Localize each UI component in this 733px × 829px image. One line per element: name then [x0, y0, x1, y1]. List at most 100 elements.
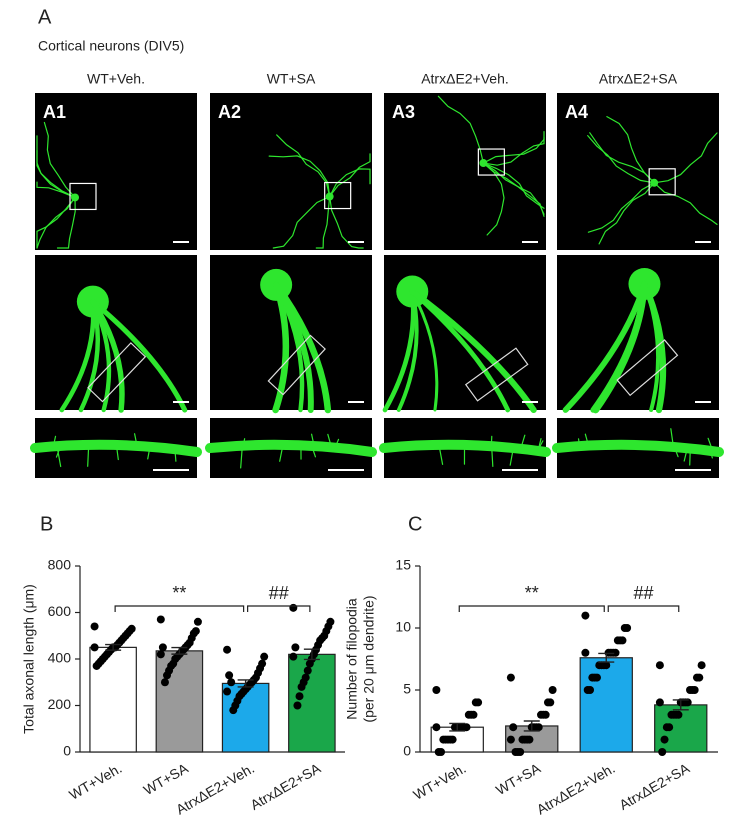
y-tick-label: 15	[395, 557, 411, 573]
y-tick-label: 0	[403, 743, 411, 759]
data-point	[506, 735, 515, 744]
filopodium	[438, 447, 444, 465]
data-point	[697, 661, 706, 670]
filopodium	[327, 433, 333, 449]
y-tick-label: 600	[48, 603, 72, 619]
filopodium	[56, 447, 62, 468]
image-panel-label: A4	[565, 102, 588, 122]
data-point	[692, 673, 701, 682]
neuron	[59, 285, 188, 413]
y-axis-label: Total axonal length (μm)	[21, 584, 37, 734]
significance-bracket	[607, 605, 680, 612]
y-axis-label: (per 20 μm dendrite)	[361, 595, 377, 722]
neurite	[329, 153, 371, 198]
data-point	[620, 624, 629, 632]
neurite	[36, 196, 76, 249]
bar	[579, 657, 633, 753]
data-point	[227, 678, 236, 687]
neuron	[36, 121, 80, 249]
neurite	[329, 195, 364, 249]
neuron	[562, 267, 667, 414]
soma	[325, 192, 334, 201]
data-point	[464, 710, 473, 719]
data-point	[543, 698, 552, 707]
filopodium	[87, 447, 90, 467]
dendrite	[90, 298, 125, 413]
data-point	[595, 661, 604, 670]
neurite	[653, 132, 718, 184]
filopodium	[116, 447, 119, 461]
neurite	[482, 162, 545, 217]
panel-label: A	[38, 6, 52, 28]
significance-bracket	[247, 605, 311, 612]
neurite	[329, 168, 371, 198]
neurite	[36, 135, 76, 199]
filopodium	[577, 438, 581, 449]
data-point	[158, 643, 167, 652]
filopodium	[670, 428, 675, 449]
soma	[650, 178, 659, 187]
column-title: WT+Veh.	[87, 71, 145, 87]
dendrite	[562, 281, 648, 413]
neuron	[382, 275, 537, 414]
bar	[155, 650, 204, 753]
data-point	[667, 710, 676, 719]
filopodium	[538, 440, 544, 449]
data-point	[260, 652, 269, 661]
x-tick-label: AtrxΔE2+SA	[616, 760, 692, 813]
significance-label: ##	[269, 583, 289, 603]
dendrite	[409, 289, 511, 413]
neuron	[552, 428, 724, 466]
error-bar	[303, 648, 320, 661]
dendrite	[272, 281, 290, 414]
x-tick-label: WT+Veh.	[410, 760, 468, 803]
y-tick-label: 200	[48, 696, 72, 712]
neuron	[205, 433, 377, 469]
data-point	[588, 673, 597, 682]
filopodium	[683, 447, 688, 462]
data-point	[223, 645, 232, 654]
neurite	[587, 135, 655, 184]
filopodium	[52, 435, 57, 449]
neurite	[482, 136, 545, 166]
data-point	[548, 686, 557, 694]
neurite	[36, 181, 76, 199]
filopodium	[242, 438, 246, 449]
micrograph	[35, 93, 197, 250]
x-tick-label: AtrxΔE2+SA	[247, 760, 323, 813]
filopodium	[240, 447, 243, 469]
significance-bracket	[114, 605, 245, 612]
data-point	[511, 748, 520, 756]
data-point	[229, 706, 238, 715]
data-point	[655, 698, 664, 707]
filopodium	[133, 433, 139, 449]
roi-box	[267, 334, 326, 396]
neuron	[30, 433, 202, 468]
x-tick-label: AtrxΔE2+Veh.	[534, 760, 618, 818]
data-point	[92, 661, 101, 670]
data-point	[471, 698, 480, 707]
roi-box	[69, 182, 97, 211]
error-bar	[672, 699, 689, 711]
roi-box	[87, 342, 147, 403]
neurite	[587, 182, 655, 233]
significance-label: **	[172, 583, 186, 603]
data-point	[295, 692, 304, 701]
y-tick-label: 0	[63, 743, 71, 759]
filopodium	[334, 438, 340, 449]
dendrite-segment	[552, 439, 724, 457]
significance-label: **	[525, 583, 539, 603]
roi-box	[648, 168, 676, 196]
data-point	[289, 603, 298, 612]
filopodium	[584, 433, 590, 449]
x-tick-label: WT+SA	[141, 760, 192, 798]
neurite	[606, 116, 655, 184]
data-point	[439, 735, 448, 744]
y-tick-label: 800	[48, 557, 72, 573]
error-bar	[523, 720, 540, 732]
data-point	[583, 686, 592, 694]
data-point	[289, 652, 298, 661]
y-tick-label: 5	[403, 681, 411, 697]
